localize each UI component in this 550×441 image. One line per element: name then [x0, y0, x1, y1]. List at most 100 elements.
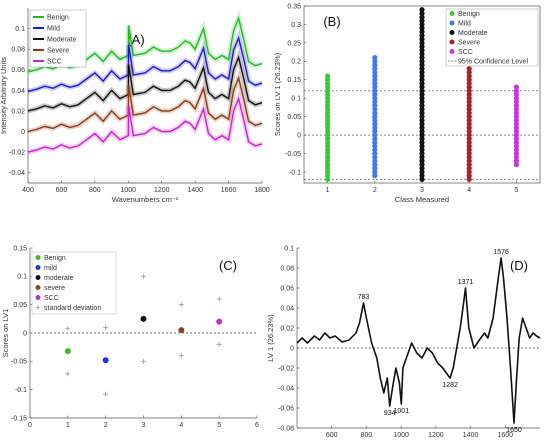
data-point-mild — [372, 158, 378, 164]
legend-label: Moderate — [458, 30, 488, 37]
data-point-benign — [325, 114, 331, 120]
x-tick-label: 800 — [89, 187, 101, 194]
legend-label: Benign — [44, 255, 66, 262]
x-tick-label: 1400 — [463, 432, 479, 439]
data-point-severe — [466, 110, 472, 116]
data-point-moderate — [419, 73, 425, 79]
y-tick-label: -0.05 — [285, 151, 301, 158]
data-point-moderate — [419, 10, 425, 16]
x-tick-label: 2 — [104, 422, 108, 429]
data-point-mild — [372, 80, 378, 87]
data-point-moderate — [419, 147, 425, 153]
data-point-severe — [466, 69, 472, 75]
series-line-mild — [27, 35, 263, 93]
std-marker — [65, 325, 71, 331]
y-axis-label: Intensity Arbitrary Units — [0, 57, 8, 134]
x-axis-label: Wavenumbers cm⁻¹ — [112, 195, 179, 204]
data-point-mild — [372, 161, 378, 168]
data-point-moderate — [419, 88, 425, 94]
y-tick-label: 0.04 — [280, 305, 294, 312]
data-point-moderate — [419, 58, 425, 64]
peak-annotation: 1282 — [442, 382, 458, 389]
legend-label: 95% Confidence Level — [458, 59, 528, 66]
data-point-severe — [466, 102, 472, 109]
data-point-benign — [325, 165, 331, 171]
peak-annotation: 1001 — [394, 408, 410, 415]
data-point-severe — [466, 173, 472, 179]
data-point-moderate — [419, 139, 425, 146]
peak-annotation: 1371 — [458, 279, 474, 286]
data-point-moderate — [419, 136, 425, 142]
legend-label: Benign — [47, 15, 69, 22]
legend-marker — [449, 39, 455, 45]
panel-d: 600 800 1000 1200 1400 1600 -0.08 -0.06 -0.04 -0.… — [266, 245, 541, 439]
data-point-scc — [513, 132, 520, 138]
legend-label: Moderate — [47, 37, 77, 44]
std-marker — [141, 273, 146, 279]
legend-label: mild — [44, 265, 57, 272]
data-point-benign — [325, 102, 331, 109]
std-marker — [65, 371, 71, 377]
y-tick-label: 0 — [290, 345, 294, 352]
data-point-moderate — [419, 29, 425, 35]
data-point-moderate — [419, 84, 425, 90]
std-marker — [178, 302, 184, 308]
data-point-moderate — [419, 161, 425, 168]
data-point-severe — [466, 99, 472, 105]
x-tick-label: 4 — [179, 422, 183, 429]
data-point-scc — [513, 102, 520, 109]
std-marker — [216, 296, 222, 302]
data-point-benign — [325, 169, 331, 175]
data-point-moderate — [419, 62, 425, 68]
data-point-mild — [372, 77, 378, 83]
data-point-mild — [372, 136, 378, 142]
data-point-moderate — [419, 47, 425, 53]
legend-label: SCC — [47, 59, 62, 66]
legend-label: Benign — [458, 11, 480, 18]
x-tick-label: 600 — [56, 187, 68, 194]
data-point-moderate — [419, 91, 425, 98]
mean-point-scc — [216, 318, 223, 325]
data-point-benign — [325, 158, 331, 164]
data-point-severe — [466, 158, 472, 164]
data-point-benign — [325, 80, 331, 87]
y-tick-label: -0.06 — [278, 405, 294, 412]
panel-a: 400 600 800 1000 1200 1400 1600 1800 -0.04 -0.02 0… — [0, 8, 270, 204]
peak-annotation: 783 — [358, 294, 370, 301]
data-point-moderate — [419, 69, 425, 75]
legend-label: Severe — [47, 48, 69, 55]
data-point-moderate — [419, 25, 425, 31]
x-tick-label: 1400 — [187, 187, 203, 194]
data-point-scc — [513, 147, 520, 153]
mean-point-benign — [64, 348, 71, 355]
data-point-benign — [325, 91, 331, 98]
data-point-mild — [372, 88, 378, 94]
data-point-severe — [466, 147, 472, 153]
data-point-mild — [372, 132, 378, 138]
data-point-moderate — [419, 132, 425, 138]
y-tick-label: -0.02 — [278, 365, 294, 372]
y-axis-label: Scores on LV 1 (26.23%) — [273, 52, 282, 136]
y-tick-label: -0.08 — [278, 425, 294, 432]
data-point-moderate — [419, 21, 425, 28]
data-point-scc — [513, 95, 520, 101]
data-point-mild — [372, 91, 378, 98]
series-line-scc — [27, 96, 263, 153]
x-tick-label: 2 — [373, 187, 377, 194]
data-point-severe — [466, 121, 472, 127]
panel-label: (C) — [219, 258, 237, 273]
legend-label: standard deviation — [44, 305, 101, 312]
data-point-moderate — [419, 40, 425, 46]
data-point-mild — [372, 117, 378, 123]
data-point-severe — [466, 139, 472, 146]
data-point-moderate — [419, 51, 425, 57]
x-tick-label: 1800 — [254, 187, 270, 194]
data-point-benign — [325, 88, 331, 94]
legend-label: Mild — [47, 26, 60, 33]
y-tick-label: 0.08 — [280, 265, 294, 272]
data-point-benign — [325, 95, 331, 101]
data-point-moderate — [419, 7, 425, 13]
x-tick-label: 1600 — [497, 432, 513, 439]
data-point-scc — [513, 125, 520, 131]
y-tick-label: 0.35 — [287, 3, 301, 10]
